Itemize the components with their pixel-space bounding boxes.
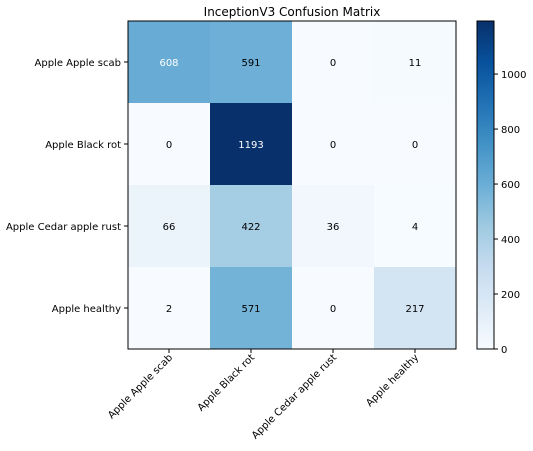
cell-value-label: 0 xyxy=(412,140,418,151)
cell-value-label: 0 xyxy=(330,304,336,315)
y-tick-label: Apple Apple scab xyxy=(35,58,121,69)
heatmap-cell xyxy=(292,267,375,350)
heatmap-cell xyxy=(128,267,211,350)
heatmap-cell-labels: 608 591 0 11 0 1193 0 0 66 422 36 4 2 571 0 217 xyxy=(159,58,424,315)
cell-value-label: 1193 xyxy=(238,140,263,151)
cell-value-label: 591 xyxy=(241,58,260,69)
heatmap-cell xyxy=(292,21,375,104)
colorbar-ticks: 0 200 400 600 800 1000 xyxy=(494,70,526,356)
heatmap-cell xyxy=(292,103,375,186)
colorbar-tick-label: 800 xyxy=(501,125,520,136)
heatmap-cell xyxy=(292,185,375,268)
cell-value-label: 422 xyxy=(241,222,260,233)
heatmap-cell xyxy=(210,103,293,186)
y-axis-ticks: Apple Apple scab Apple Black rot Apple Ced… xyxy=(6,58,128,315)
colorbar-tick-label: 200 xyxy=(501,290,520,301)
cell-value-label: 11 xyxy=(409,58,422,69)
cell-value-label: 571 xyxy=(241,304,260,315)
heatmap-cell xyxy=(374,267,457,350)
plot-frame xyxy=(127,20,457,350)
cell-value-label: 0 xyxy=(330,58,336,69)
cell-value-label: 4 xyxy=(412,222,418,233)
cell-value-label: 36 xyxy=(327,222,340,233)
cell-value-label: 608 xyxy=(159,58,178,69)
heatmap-cell xyxy=(210,267,293,350)
heatmap-cell xyxy=(374,103,457,186)
colorbar-tick-label: 600 xyxy=(501,180,520,191)
cell-value-label: 2 xyxy=(166,304,172,315)
heatmap-cell xyxy=(210,21,293,104)
heatmap-cell xyxy=(210,185,293,268)
y-tick-label: Apple Black rot xyxy=(45,140,121,151)
cell-value-label: 66 xyxy=(163,222,176,233)
cell-value-label: 0 xyxy=(166,140,172,151)
colorbar xyxy=(476,20,495,350)
x-tick-label: Apple healthy xyxy=(364,352,421,409)
heatmap-cell xyxy=(128,21,211,104)
x-tick-label: Apple Apple scab xyxy=(106,352,175,421)
heatmap-cell xyxy=(374,185,457,268)
colorbar-tick-label: 1000 xyxy=(501,70,526,81)
cell-value-label: 0 xyxy=(330,140,336,151)
colorbar-tick-label: 0 xyxy=(501,345,507,356)
colorbar-tick-label: 400 xyxy=(501,235,520,246)
heatmap-cell xyxy=(128,103,211,186)
x-tick-label: Apple Black rot xyxy=(196,352,257,413)
y-tick-label: Apple healthy xyxy=(52,304,121,315)
heatmap-cells xyxy=(128,21,457,350)
cell-value-label: 217 xyxy=(405,304,424,315)
heatmap-cell xyxy=(128,185,211,268)
x-tick-label: Apple Cedar apple rust xyxy=(250,352,339,441)
chart-title: InceptionV3 Confusion Matrix xyxy=(204,5,381,19)
y-tick-label: Apple Cedar apple rust xyxy=(6,222,121,233)
heatmap-cell xyxy=(374,21,457,104)
